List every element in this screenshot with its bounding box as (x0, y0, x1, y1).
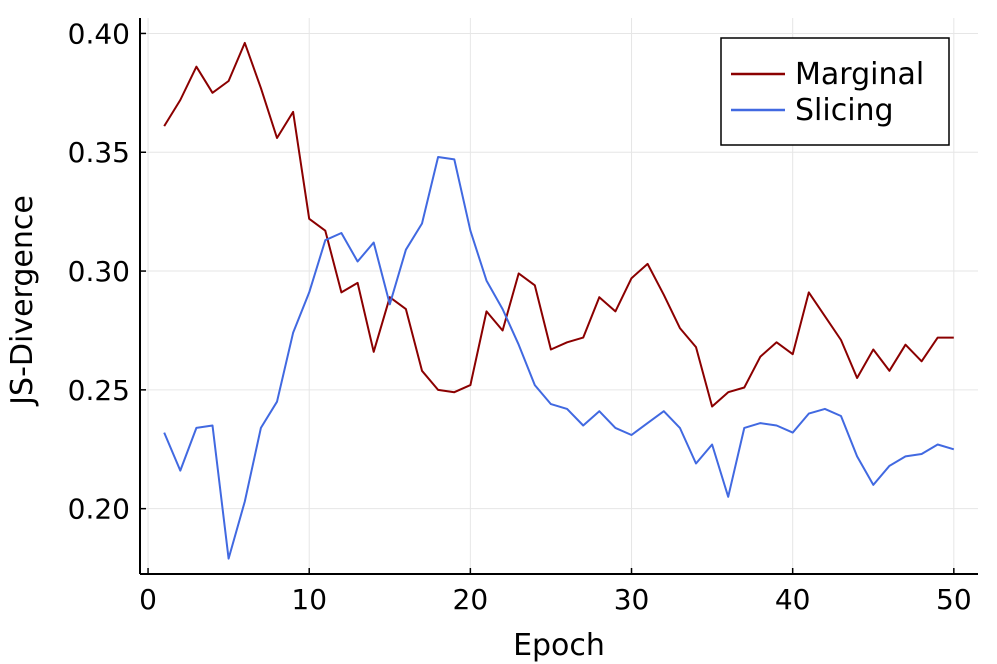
y-tick-label: 0.35 (68, 136, 130, 169)
x-tick-label: 0 (139, 583, 157, 616)
x-tick-label: 10 (291, 583, 327, 616)
x-tick-label: 50 (936, 583, 972, 616)
legend-label: Marginal (795, 57, 924, 92)
y-tick-label: 0.20 (68, 493, 130, 526)
x-tick-label: 40 (775, 583, 811, 616)
grid (140, 18, 978, 574)
legend-box (720, 37, 950, 146)
series-lines (163, 41, 955, 560)
legend-label: Slicing (795, 93, 894, 128)
y-tick-label: 0.30 (68, 255, 130, 288)
axes: 0 10 20 30 40 50 0.20 0.25 0.30 0.35 0.40 (68, 17, 978, 616)
x-tick-label: 30 (614, 583, 650, 616)
series-line-slicing (163, 156, 955, 560)
y-tick-label: 0.25 (68, 374, 130, 407)
x-axis-title: Epoch (513, 628, 605, 663)
series-line-marginal (163, 41, 954, 408)
y-tick-label: 0.40 (68, 17, 130, 50)
y-axis-title: JS-Divergence (5, 195, 40, 407)
x-tick-label: 20 (453, 583, 489, 616)
